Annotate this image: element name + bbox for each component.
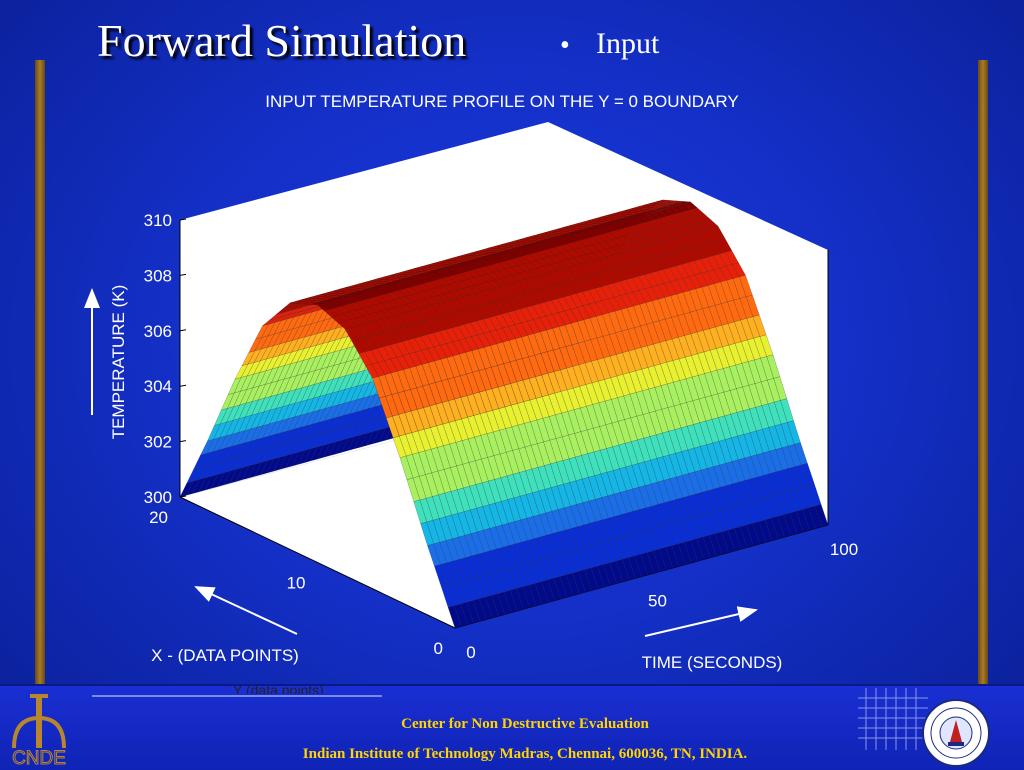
footer-institution-line: Center for Non Destructive Evaluation bbox=[401, 716, 649, 732]
time-axis-label: TIME (SECONDS) bbox=[642, 653, 783, 672]
slide-title: Forward Simulation bbox=[97, 15, 467, 66]
z-tick-mark bbox=[179, 495, 187, 498]
z-axis-ticks: 310 308 306 304 302 300 bbox=[144, 211, 187, 507]
z-tick-label: 306 bbox=[144, 322, 172, 341]
z-tick-label: 300 bbox=[144, 488, 172, 507]
z-tick-label: 310 bbox=[144, 211, 172, 230]
time-tick-label: 0 bbox=[466, 643, 475, 662]
z-tick-label: 302 bbox=[144, 433, 172, 452]
z-tick-mark bbox=[179, 384, 187, 387]
time-tick-label: 100 bbox=[830, 540, 858, 559]
time-tick-label: 50 bbox=[648, 592, 667, 611]
iit-madras-seal-icon bbox=[922, 699, 990, 767]
axis-line-front bbox=[179, 496, 456, 629]
footer-banner: Y (data points) CNDE Center for Non Dest… bbox=[0, 682, 1024, 770]
x-axis-label: X - (DATA POINTS) bbox=[151, 646, 299, 665]
z-tick-mark bbox=[179, 329, 187, 332]
bullet-marker: • bbox=[560, 30, 570, 61]
cut-off-axis-label: Y (data points) bbox=[233, 682, 324, 694]
z-tick-mark bbox=[179, 218, 187, 221]
z-tick-mark bbox=[179, 273, 187, 276]
z-tick-mark bbox=[179, 440, 187, 443]
decorative-streak bbox=[92, 695, 382, 697]
cnde-logo-text: CNDE bbox=[12, 748, 66, 768]
bullet-text: Input bbox=[596, 27, 660, 60]
z-tick-label: 308 bbox=[144, 266, 172, 285]
x-axis-arrow bbox=[194, 586, 298, 635]
z-axis-label: TEMPERATURE (K) bbox=[109, 285, 128, 440]
left-decorative-bar bbox=[35, 60, 45, 685]
surface-patch bbox=[814, 504, 829, 527]
time-axis-arrow bbox=[644, 606, 758, 637]
chart-title: INPUT TEMPERATURE PROFILE ON THE Y = 0 B… bbox=[265, 92, 738, 111]
decorative-grid bbox=[858, 688, 928, 750]
temperature-surface bbox=[179, 199, 829, 629]
cnde-logo: CNDE bbox=[12, 694, 66, 768]
right-decorative-bar bbox=[978, 60, 988, 685]
time-axis-ticks: 0 50 100 bbox=[466, 540, 858, 662]
x-tick-label: 10 bbox=[287, 574, 306, 593]
surface-chart: INPUT TEMPERATURE PROFILE ON THE Y = 0 B… bbox=[84, 92, 858, 672]
footer-address-line: Indian Institute of Technology Madras, C… bbox=[302, 746, 748, 762]
x-tick-label: 20 bbox=[149, 508, 168, 527]
x-axis-ticks: 20 10 0 bbox=[149, 508, 443, 658]
z-tick-label: 304 bbox=[144, 377, 172, 396]
x-tick-label: 0 bbox=[434, 639, 443, 658]
